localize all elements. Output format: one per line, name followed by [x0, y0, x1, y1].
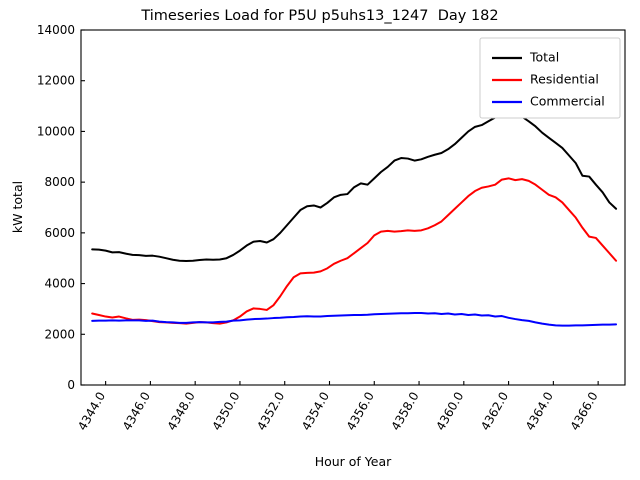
- x-axis-ticks: 4344.0 4346.0 4348.0 4350.0 4352.0 4354.0 4356…: [75, 381, 601, 433]
- legend-label-commercial: Commercial: [530, 94, 605, 109]
- y-tick-label: 6000: [44, 226, 75, 240]
- legend-label-total: Total: [529, 50, 559, 65]
- x-tick-label: 4356.0: [344, 390, 377, 433]
- legend-label-residential: Residential: [530, 72, 599, 87]
- y-tick-label: 0: [67, 378, 75, 392]
- page-title: Timeseries Load for P5U p5uhs13_1247 Day…: [141, 8, 499, 24]
- x-tick-label: 4362.0: [478, 390, 511, 433]
- x-tick-label: 4346.0: [120, 390, 153, 433]
- y-tick-label: 8000: [44, 175, 75, 189]
- series-line-total: [91, 110, 618, 262]
- y-tick-label: 2000: [44, 327, 75, 341]
- x-tick-label: 4360.0: [433, 390, 466, 433]
- x-tick-label: 4364.0: [523, 390, 556, 433]
- x-tick-label: 4366.0: [568, 390, 601, 433]
- series-line-residential: [91, 177, 618, 325]
- y-axis-ticks: 0 2000 4000 6000 8000 10000 12000 14000: [37, 23, 85, 392]
- x-tick-label: 4348.0: [165, 390, 198, 433]
- x-tick-label: 4350.0: [209, 390, 242, 433]
- x-axis-label: Hour of Year: [315, 454, 392, 469]
- legend: Total Residential Commercial: [479, 37, 621, 119]
- y-tick-label: 12000: [37, 74, 75, 88]
- y-tick-label: 4000: [44, 277, 75, 291]
- data-series-group: [91, 110, 618, 327]
- x-tick-label: 4358.0: [389, 390, 422, 433]
- y-tick-label: 14000: [37, 23, 75, 37]
- y-tick-label: 10000: [37, 124, 75, 138]
- y-axis-label: kW total: [10, 181, 25, 233]
- x-tick-label: 4352.0: [254, 390, 287, 433]
- plot-axes: [80, 29, 626, 386]
- x-tick-label: 4354.0: [299, 390, 332, 433]
- plot-frame: [80, 29, 626, 386]
- x-tick-label: 4344.0: [75, 390, 108, 433]
- series-line-commercial: [91, 311, 618, 327]
